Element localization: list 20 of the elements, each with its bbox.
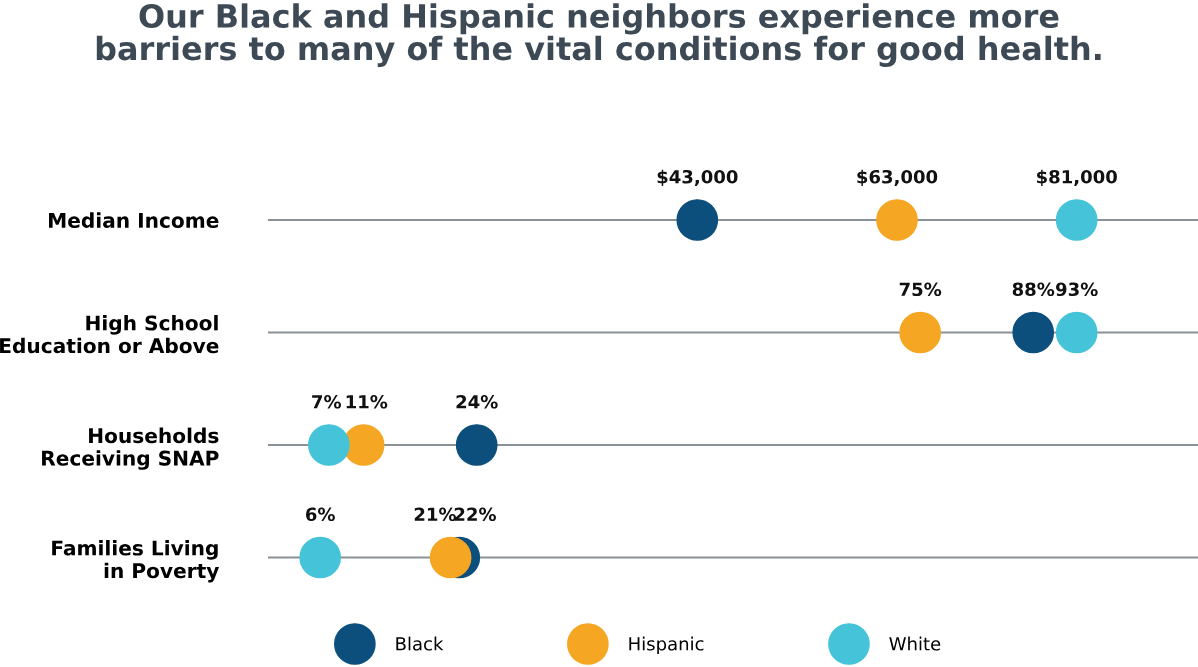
category-label: Households Receiving SNAP	[42, 427, 219, 470]
data-label: 75%	[899, 282, 942, 297]
data-label: 22%	[454, 507, 496, 522]
data-label: $81,000	[1036, 169, 1117, 187]
data-label: 88%	[1012, 282, 1055, 297]
data-label: 93%	[1056, 282, 1098, 297]
legend-label: Hispanic	[629, 636, 704, 655]
legend-label: White	[889, 636, 941, 651]
category-label: Families Living in Poverty	[52, 540, 220, 583]
category-label: High School Education or Above	[0, 315, 219, 354]
text: Our Black and Hispanic neighbors experience more barriers to many of the vital conditions for good health.	[96, 3, 1101, 67]
data-label: $63,000	[857, 169, 938, 187]
legend-label: Black	[396, 636, 444, 651]
data-label: $43,000	[657, 169, 738, 187]
data-label: 6%	[305, 507, 335, 522]
data-label: 24%	[456, 394, 498, 409]
data-label: 21%	[414, 507, 456, 522]
data-label: 7%	[312, 394, 342, 409]
category-label: Median Income	[49, 212, 219, 228]
data-label: 11%	[346, 394, 388, 409]
